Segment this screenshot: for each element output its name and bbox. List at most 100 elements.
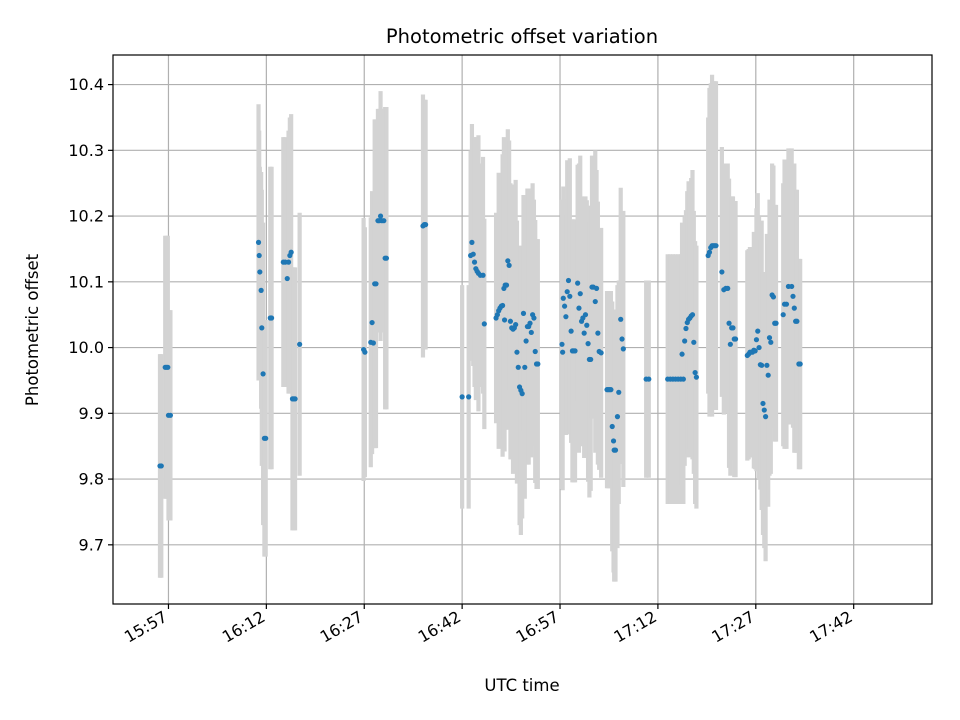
data-point <box>560 295 566 301</box>
data-point <box>618 316 624 322</box>
data-point <box>783 301 790 307</box>
data-point <box>519 391 525 397</box>
data-point <box>362 349 368 355</box>
data-point <box>765 372 771 378</box>
data-point <box>471 259 478 265</box>
data-point <box>598 350 604 356</box>
data-point <box>470 251 476 257</box>
data-point <box>789 283 795 290</box>
data-point <box>381 218 387 224</box>
data-point <box>576 305 582 311</box>
data-point <box>768 339 774 345</box>
data-point <box>499 302 506 309</box>
y-tick-label: 10.0 <box>68 338 104 357</box>
data-point <box>577 291 583 297</box>
data-point <box>528 329 534 336</box>
data-point <box>575 280 581 286</box>
data-point <box>682 338 688 344</box>
data-point <box>567 293 573 299</box>
data-point <box>514 349 520 355</box>
data-point <box>494 312 500 318</box>
data-point <box>762 414 769 420</box>
data-point <box>258 287 264 293</box>
data-point <box>383 255 390 261</box>
data-point <box>256 252 262 259</box>
y-tick-label: 10.2 <box>68 207 104 226</box>
data-point <box>756 344 762 351</box>
data-point <box>595 330 601 336</box>
data-point <box>377 213 384 219</box>
data-points <box>157 213 803 469</box>
data-point <box>565 277 572 284</box>
data-point <box>513 321 519 328</box>
data-point <box>422 222 429 228</box>
data-point <box>593 285 600 292</box>
data-point <box>616 389 622 395</box>
data-point <box>373 281 379 287</box>
data-point <box>515 364 521 370</box>
data-point <box>505 258 511 264</box>
data-point <box>527 320 533 326</box>
data-point <box>646 376 652 382</box>
data-point <box>691 339 697 345</box>
data-point <box>608 387 614 393</box>
data-point <box>480 272 486 278</box>
data-point <box>466 394 472 400</box>
data-point <box>501 317 508 323</box>
data-point <box>794 318 800 324</box>
data-point <box>693 374 700 380</box>
data-point <box>259 325 265 331</box>
data-point <box>610 438 617 444</box>
data-point <box>297 341 303 347</box>
data-point <box>679 351 685 357</box>
data-point <box>797 361 803 367</box>
data-point <box>559 341 565 347</box>
y-tick-label: 9.9 <box>79 404 104 423</box>
data-point <box>260 371 266 377</box>
data-point <box>560 349 566 355</box>
data-point <box>732 336 739 342</box>
data-point <box>727 341 733 347</box>
data-point <box>165 364 171 370</box>
data-point <box>752 348 758 354</box>
data-point <box>532 348 538 355</box>
data-point <box>523 338 529 344</box>
data-point <box>158 463 164 469</box>
data-point <box>572 348 578 354</box>
data-point <box>766 335 773 341</box>
y-tick-label: 9.8 <box>79 470 104 489</box>
data-point <box>592 298 598 305</box>
data-point <box>730 325 736 331</box>
data-point <box>507 318 514 324</box>
data-point <box>564 289 570 295</box>
data-point <box>683 325 689 332</box>
data-point <box>531 315 537 321</box>
data-point <box>680 376 686 382</box>
data-point <box>619 336 625 342</box>
data-point <box>759 362 765 368</box>
data-point <box>369 319 375 326</box>
data-point <box>612 447 619 453</box>
data-point <box>167 412 174 418</box>
data-point <box>582 312 589 318</box>
data-point <box>520 310 527 316</box>
data-point <box>284 275 290 282</box>
x-axis-title: UTC time <box>484 676 559 695</box>
data-point <box>263 435 269 441</box>
data-point <box>268 315 275 321</box>
plot-frame <box>112 54 933 605</box>
data-point <box>522 364 528 370</box>
data-point <box>561 303 568 309</box>
data-point <box>764 362 770 368</box>
data-point <box>726 320 732 326</box>
data-point <box>481 321 487 327</box>
data-point <box>614 414 621 420</box>
data-point <box>255 239 262 245</box>
y-axis-title: Photometric offset <box>23 253 42 406</box>
data-point <box>773 320 779 326</box>
y-tick-label: 10.3 <box>68 141 104 160</box>
data-point <box>585 341 591 347</box>
y-tick-label: 10.4 <box>68 75 104 94</box>
data-point <box>584 322 590 328</box>
